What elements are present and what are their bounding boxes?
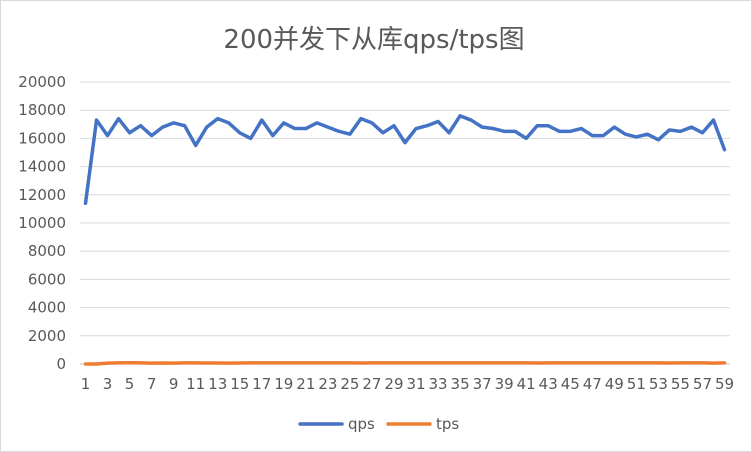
x-tick-label: 21 xyxy=(296,375,315,393)
legend-label: qps xyxy=(348,415,375,433)
y-tick-label: 8000 xyxy=(28,242,66,260)
x-tick-label: 51 xyxy=(627,375,646,393)
x-tick-label: 57 xyxy=(693,375,712,393)
x-tick-label: 45 xyxy=(561,375,580,393)
y-axis-tick-labels: 0 2000 4000 6000 8000 10000 12000 14000 16000 180… xyxy=(18,73,66,373)
y-tick-label: 14000 xyxy=(18,158,66,176)
y-tick-label: 4000 xyxy=(28,299,66,317)
y-tick-label: 16000 xyxy=(18,129,66,147)
x-tick-label: 29 xyxy=(384,375,403,393)
x-tick-label: 19 xyxy=(274,375,293,393)
x-tick-label: 7 xyxy=(147,375,157,393)
series-tps xyxy=(83,360,727,366)
x-tick-label: 13 xyxy=(208,375,227,393)
y-tick-label: 12000 xyxy=(18,186,66,204)
x-tick-label: 11 xyxy=(186,375,205,393)
x-tick-label: 59 xyxy=(715,375,734,393)
legend-item-tps: tps xyxy=(386,415,459,433)
y-tick-label: 2000 xyxy=(28,327,66,345)
y-tick-label: 10000 xyxy=(18,214,66,232)
x-tick-label: 3 xyxy=(103,375,113,393)
x-tick-label: 43 xyxy=(539,375,558,393)
x-tick-label: 23 xyxy=(318,375,337,393)
legend-item-qps: qps xyxy=(298,415,375,433)
x-tick-label: 33 xyxy=(429,375,448,393)
series-line-tps xyxy=(83,360,727,366)
legend: qps tps xyxy=(298,415,459,433)
x-tick-label: 47 xyxy=(583,375,602,393)
x-tick-label: 17 xyxy=(252,375,271,393)
x-tick-label: 53 xyxy=(649,375,668,393)
y-tick-label: 0 xyxy=(56,355,66,373)
y-tick-label: 18000 xyxy=(18,101,66,119)
chart-title: 200并发下从库qps/tps图 xyxy=(223,25,524,55)
x-tick-label: 35 xyxy=(451,375,470,393)
x-tick-label: 31 xyxy=(406,375,425,393)
x-tick-label: 15 xyxy=(230,375,249,393)
x-tick-label: 1 xyxy=(81,375,91,393)
x-axis-tick-labels: 1 3 5 7 9 11 13 15 17 19 21 23 25 27 29 31 33 35 37 39 41 43 4… xyxy=(81,375,734,393)
series-layer xyxy=(83,114,727,366)
x-tick-label: 25 xyxy=(340,375,359,393)
y-tick-label: 20000 xyxy=(18,73,66,91)
x-tick-label: 41 xyxy=(517,375,536,393)
x-tick-label: 27 xyxy=(362,375,381,393)
y-tick-label: 6000 xyxy=(28,270,66,288)
gridlines xyxy=(80,81,730,337)
series-line-qps xyxy=(83,114,727,206)
x-tick-label: 9 xyxy=(169,375,179,393)
x-tick-label: 39 xyxy=(495,375,514,393)
x-tick-label: 37 xyxy=(473,375,492,393)
legend-label: tps xyxy=(436,415,459,433)
x-tick-label: 55 xyxy=(671,375,690,393)
x-tick-label: 5 xyxy=(125,375,135,393)
series-qps xyxy=(83,114,727,206)
x-tick-label: 49 xyxy=(605,375,624,393)
